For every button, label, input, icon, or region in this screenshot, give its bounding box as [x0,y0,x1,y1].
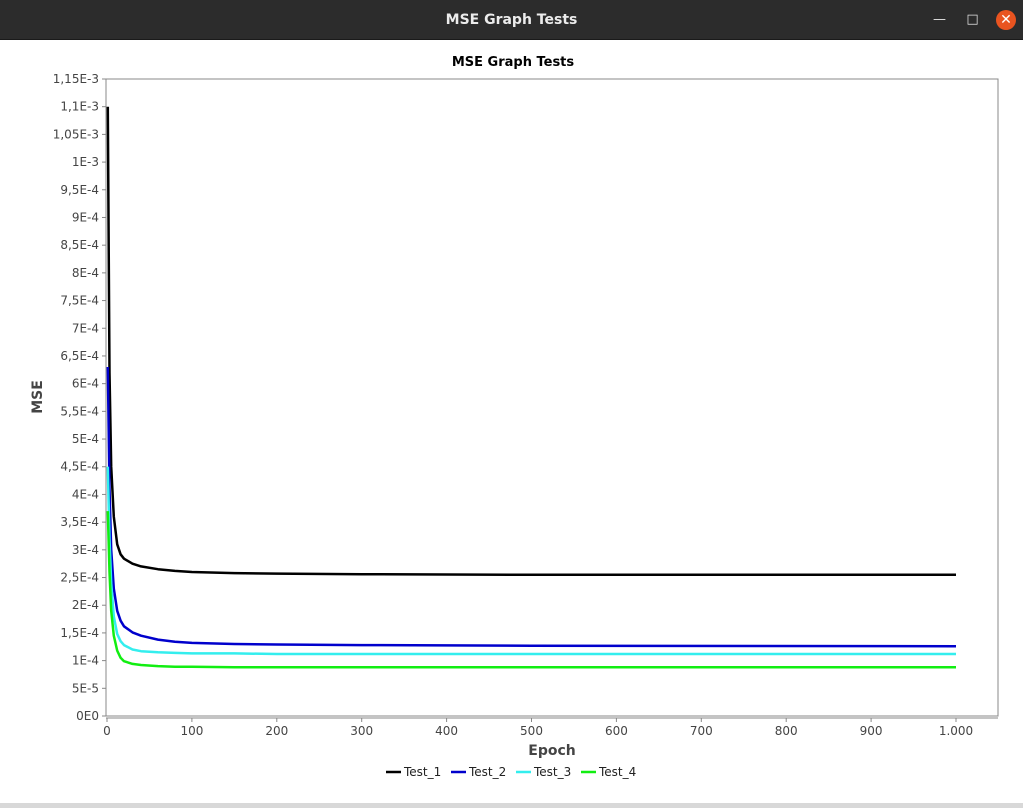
series-line-test-1 [106,106,956,577]
y-tick-label: 6,5E-4 [60,349,99,363]
mse-chart: MSE Graph Tests 0E0 5E-5 1E-4 1,5E-4 2E-4 2,5… [30,55,999,779]
y-tick-label: 8,5E-4 [60,238,99,252]
x-axis: 0 100 200 300 400 500 600 700 800 900 1.000 [103,717,998,738]
series-line-test-2 [106,366,957,648]
legend-label: Test_3 [533,765,571,779]
y-tick-label: 2E-4 [72,598,99,612]
y-tick-label: 3,5E-4 [60,515,99,529]
close-icon: ✕ [1000,12,1012,28]
y-tick-label: 8E-4 [72,266,99,280]
series-line-test-4 [106,511,956,669]
legend-item: Test_1 [386,765,441,779]
window-title: MSE Graph Tests [445,12,578,28]
x-tick-label: 400 [435,724,458,738]
y-tick-label: 0E0 [76,709,99,723]
y-tick-label: 1,1E-3 [60,100,99,114]
title-bar[interactable]: MSE Graph Tests — □ ✕ [0,0,1023,40]
x-tick-label: 1.000 [939,724,973,738]
x-tick-label: 200 [265,724,288,738]
y-tick-label: 4,5E-4 [60,460,99,474]
y-axis-label: MSE [30,380,46,414]
y-axis: 0E0 5E-5 1E-4 1,5E-4 2E-4 2,5E-4 3E-4 3,5E-4 4E-… [53,72,106,723]
legend-item: Test_4 [581,765,636,779]
chart-panel: MSE Graph Tests 0E0 5E-5 1E-4 1,5E-4 2E-4 2,5… [2,40,1021,803]
x-tick-label: 600 [605,724,628,738]
y-tick-label: 6E-4 [72,377,99,391]
x-tick-label: 800 [775,724,798,738]
x-tick-label: 100 [180,724,203,738]
y-tick-label: 1,5E-4 [60,626,99,640]
x-axis-label: Epoch [528,743,575,759]
y-tick-label: 5E-5 [72,681,99,695]
x-tick-label: 0 [103,724,111,738]
y-tick-label: 5E-4 [72,432,99,446]
legend-label: Test_2 [468,765,506,779]
y-tick-label: 4E-4 [72,487,99,501]
y-tick-label: 7,5E-4 [60,294,99,308]
legend-label: Test_1 [403,765,441,779]
y-tick-label: 1E-3 [72,155,99,169]
series-lines [106,106,957,669]
y-tick-label: 9E-4 [72,210,99,224]
minimize-button[interactable]: — [929,9,950,30]
x-tick-label: 500 [520,724,543,738]
legend-item: Test_3 [516,765,571,779]
window-bottom-edge [0,803,1023,808]
x-tick-label: 700 [690,724,713,738]
series-line-test-3 [106,466,956,656]
y-tick-label: 1,15E-3 [53,72,99,86]
maximize-button[interactable]: □ [962,9,983,30]
minimize-icon: — [933,12,946,27]
chart-title: MSE Graph Tests [452,55,575,70]
y-tick-label: 3E-4 [72,543,99,557]
legend-item: Test_2 [451,765,506,779]
y-tick-label: 7E-4 [72,321,99,335]
y-tick-label: 1,05E-3 [53,127,99,141]
y-tick-label: 1E-4 [72,654,99,668]
x-tick-label: 300 [350,724,373,738]
x-tick-label: 900 [860,724,883,738]
maximize-icon: □ [966,12,979,27]
y-tick-label: 5,5E-4 [60,404,99,418]
y-tick-label: 2,5E-4 [60,571,99,585]
y-tick-label: 9,5E-4 [60,183,99,197]
close-button[interactable]: ✕ [996,10,1016,30]
plot-area [105,78,999,717]
legend-label: Test_4 [598,765,636,779]
legend: Test_1 Test_2 Test_3 Test_4 [386,765,636,779]
